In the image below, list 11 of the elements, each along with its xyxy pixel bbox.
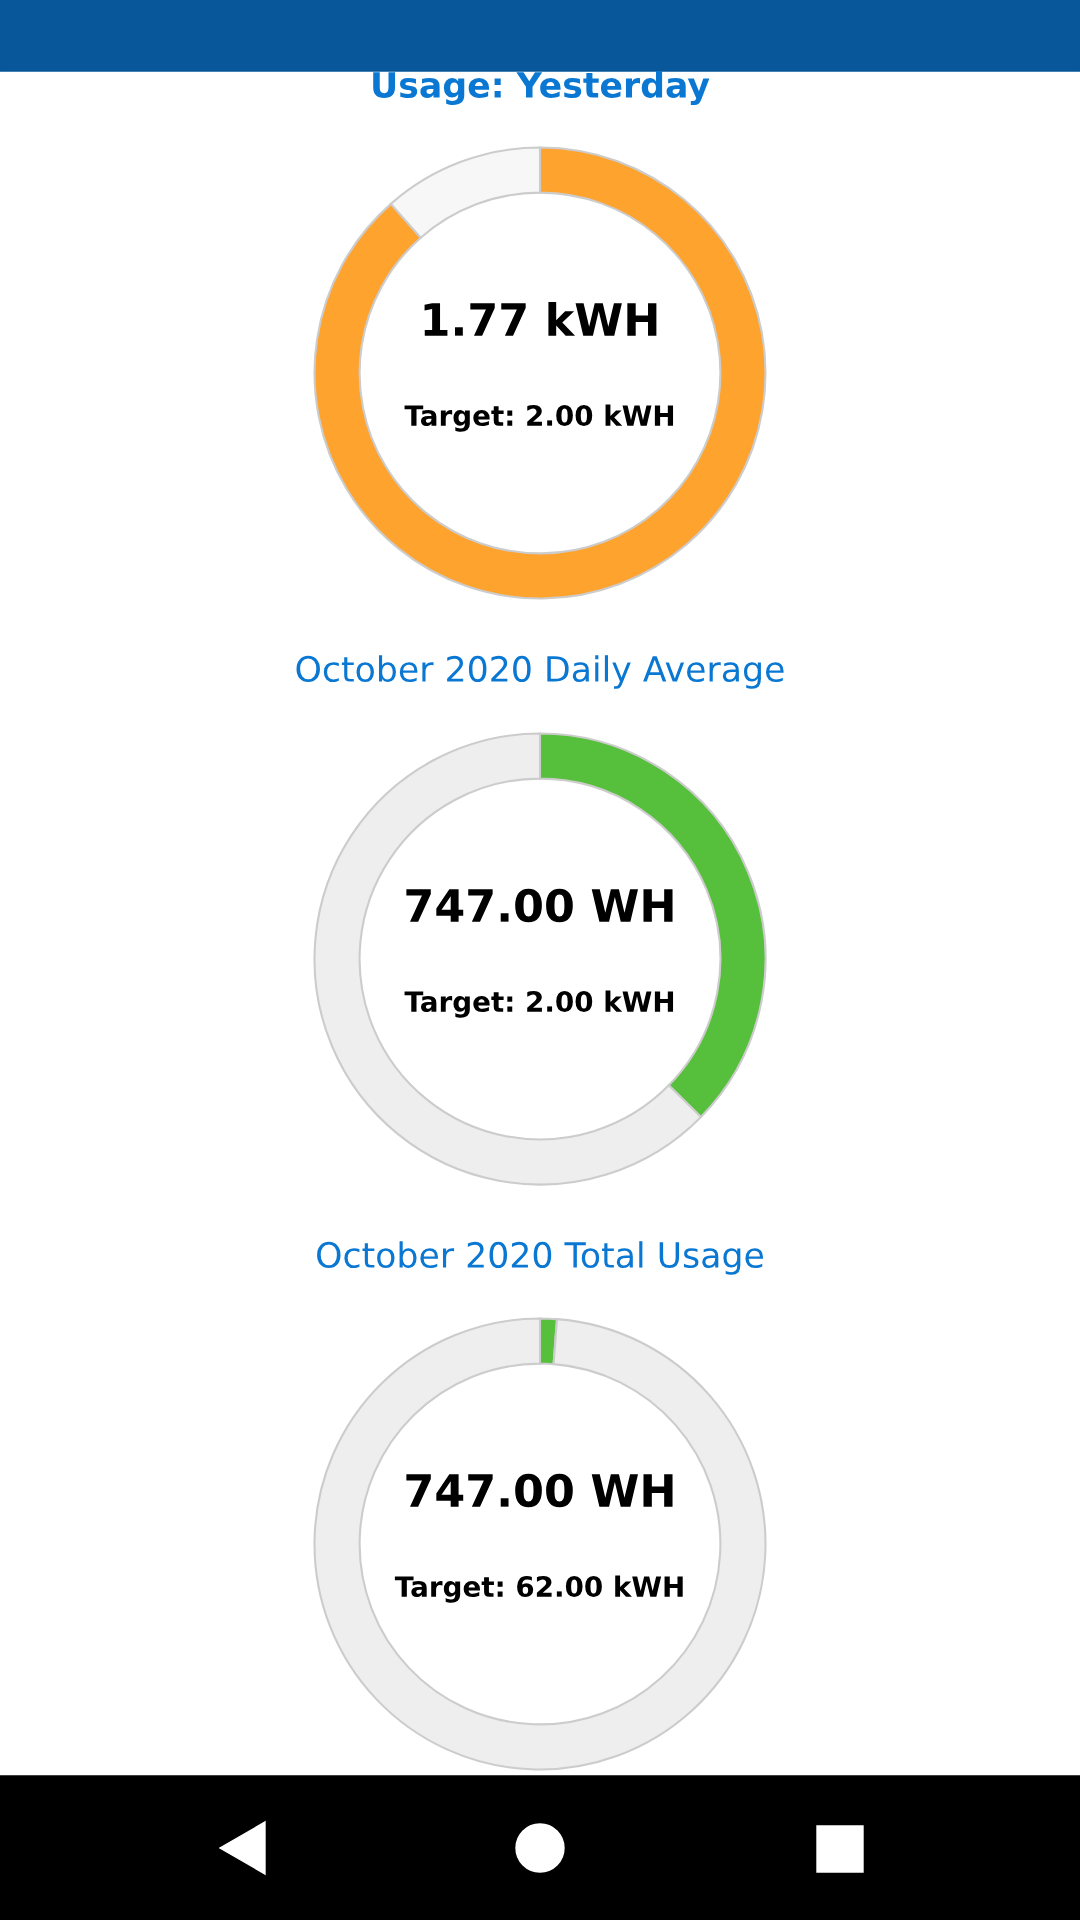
- text: 747.00 WH: [406, 888, 673, 923]
- text: Target: 62.00 kWH: [394, 1575, 683, 1603]
- chart-title: October 2020 Total Usage: [317, 1241, 763, 1275]
- donut-slice: [313, 1317, 767, 1771]
- chart-title: Usage: Yesterday: [373, 71, 710, 105]
- text: Target: 2.00 kWH: [404, 404, 674, 432]
- text: 747.00 WH: [406, 1473, 673, 1508]
- text: Target: 2.00 kWH: [404, 990, 674, 1018]
- text: 1.77 kWH: [424, 301, 657, 336]
- chart-title: October 2020 Daily Average: [296, 655, 784, 689]
- donut-slice: [313, 146, 767, 600]
